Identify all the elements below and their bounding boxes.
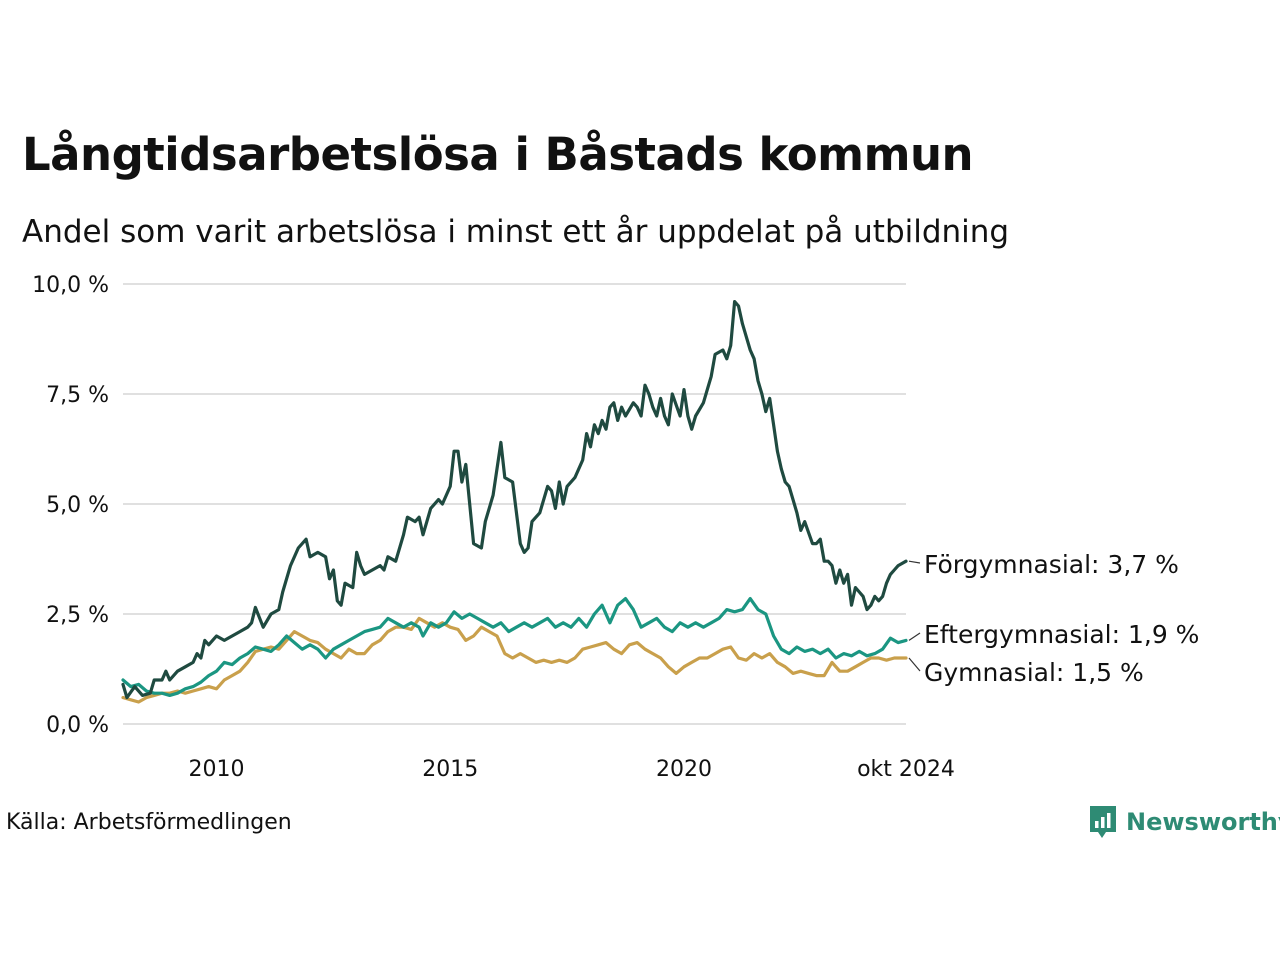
x-tick-label: 2015	[422, 757, 478, 782]
series-end-label: Eftergymnasial: 1,9 %	[924, 620, 1199, 649]
chart-subtitle: Andel som varit arbetslösa i minst ett å…	[22, 214, 1010, 250]
y-tick-label: 7,5 %	[46, 383, 109, 408]
source-note: Källa: Arbetsförmedlingen	[6, 810, 292, 835]
label-leader-line	[908, 632, 921, 641]
series-line-f-rgymnasial	[121, 300, 908, 700]
x-tick-label: 2010	[188, 757, 244, 782]
series-line-eftergymnasial	[121, 597, 908, 697]
series-end-labels: Förgymnasial: 3,7 % Eftergymnasial: 1,9 %…	[908, 550, 1199, 687]
y-tick-label: 5,0 %	[46, 493, 109, 518]
brand-logo[interactable]: Newsworthy	[1088, 804, 1280, 840]
y-axis: 0,0 % 2,5 % 5,0 % 7,5 % 10,0 %	[32, 273, 109, 738]
brand-name: Newsworthy	[1126, 808, 1280, 836]
x-tick-label: 2020	[656, 757, 712, 782]
bar-chart-speech-bubble-icon	[1090, 806, 1116, 838]
label-leader-line	[908, 560, 921, 564]
y-tick-label: 10,0 %	[32, 273, 109, 298]
series-line-gymnasial	[121, 616, 908, 704]
label-leader-line	[908, 657, 921, 672]
x-axis: 2010 2015 2020 okt 2024	[188, 757, 954, 782]
series-end-label: Förgymnasial: 3,7 %	[924, 550, 1179, 579]
y-tick-label: 2,5 %	[46, 603, 109, 628]
y-tick-label: 0,0 %	[46, 713, 109, 738]
series-end-label: Gymnasial: 1,5 %	[924, 658, 1144, 687]
x-tick-label: okt 2024	[857, 757, 955, 782]
chart-title: Långtidsarbetslösa i Båstads kommun	[22, 128, 974, 181]
series-lines	[121, 300, 908, 704]
